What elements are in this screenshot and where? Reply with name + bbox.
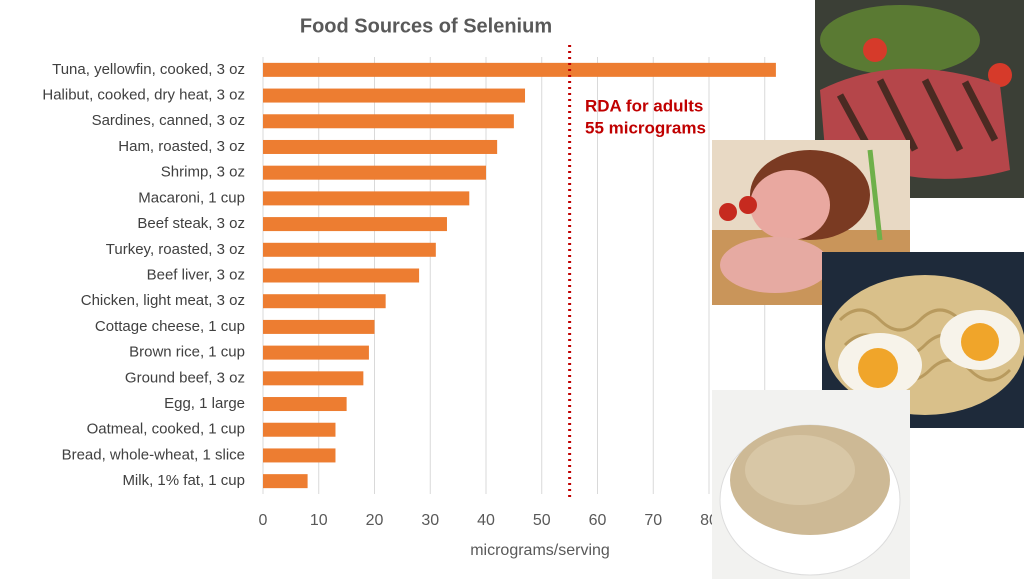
- bar: [263, 139, 498, 154]
- x-tick-label: 30: [421, 512, 439, 529]
- y-tick-label: Milk, 1% fat, 1 cup: [122, 472, 245, 489]
- x-tick-label: 40: [477, 512, 495, 529]
- bar: [263, 191, 470, 206]
- bar: [263, 294, 386, 309]
- reference-label: 55 micrograms: [585, 118, 706, 137]
- y-tick-label: Ground beef, 3 oz: [125, 369, 245, 386]
- x-tick-label: 20: [366, 512, 384, 529]
- y-tick-label: Beef liver, 3 oz: [147, 266, 245, 283]
- bar: [263, 422, 336, 437]
- bar: [263, 345, 369, 360]
- bar: [263, 62, 776, 77]
- x-tick-label: 0: [259, 512, 268, 529]
- bar: [263, 242, 436, 257]
- y-tick-label: Halibut, cooked, dry heat, 3 oz: [42, 87, 245, 104]
- bar: [263, 448, 336, 463]
- bar: [263, 165, 486, 180]
- x-tick-label: 60: [589, 512, 607, 529]
- y-tick-label: Ham, roasted, 3 oz: [118, 138, 245, 155]
- bar: [263, 371, 364, 386]
- bar: [263, 268, 420, 283]
- chart-title: Food Sources of Selenium: [300, 15, 552, 37]
- y-tick-label: Chicken, light meat, 3 oz: [81, 292, 245, 309]
- y-tick-label: Bread, whole-wheat, 1 slice: [62, 446, 245, 463]
- y-tick-label: Cottage cheese, 1 cup: [95, 318, 245, 335]
- y-tick-label: Brown rice, 1 cup: [129, 344, 245, 361]
- y-tick-label: Oatmeal, cooked, 1 cup: [87, 421, 245, 438]
- reference-label: RDA for adults: [585, 96, 703, 115]
- rice-photo: [712, 390, 910, 579]
- y-tick-label: Egg, 1 large: [164, 395, 245, 412]
- y-tick-label: Turkey, roasted, 3 oz: [106, 241, 245, 258]
- bar: [263, 397, 347, 412]
- x-tick-label: 50: [533, 512, 551, 529]
- x-tick-label: 70: [644, 512, 662, 529]
- y-tick-label: Shrimp, 3 oz: [161, 164, 245, 181]
- plot-area: 0102030405060708090Tuna, yellowfin, cook…: [42, 45, 776, 529]
- photos: [712, 0, 1024, 579]
- y-tick-label: Beef steak, 3 oz: [137, 215, 245, 232]
- x-axis-title: micrograms/serving: [470, 542, 610, 559]
- bar: [263, 88, 526, 103]
- y-tick-label: Macaroni, 1 cup: [138, 189, 245, 206]
- y-tick-label: Tuna, yellowfin, cooked, 3 oz: [52, 61, 245, 78]
- bar: [263, 474, 308, 489]
- bar: [263, 114, 514, 129]
- bar: [263, 217, 447, 232]
- y-tick-label: Sardines, canned, 3 oz: [92, 112, 245, 129]
- x-tick-label: 10: [310, 512, 328, 529]
- bar: [263, 319, 375, 334]
